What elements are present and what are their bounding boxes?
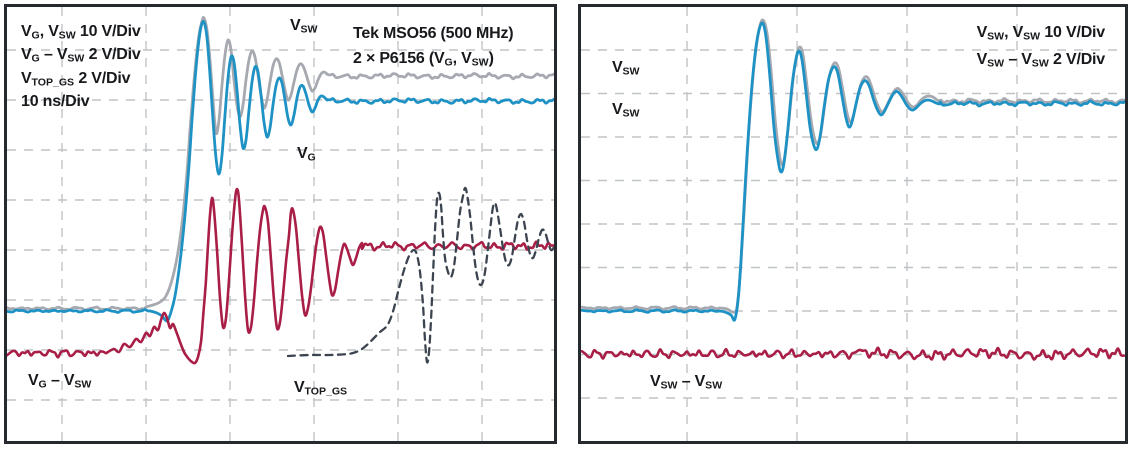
instrument-line-1: Tek MSO56 (500 MHz) [353, 25, 514, 42]
vsw-probe2-trace-label: VSW [612, 101, 640, 120]
left-scale-line-3: VTOP_GS 2 V/Div [21, 69, 131, 88]
right-scale-line-2: VSW – VSW 2 V/Div [976, 51, 1106, 70]
trace-v-g [7, 20, 554, 323]
vsw-trace-label: VSW [290, 17, 318, 36]
vg-minus-vsw-trace-label: VG – VSW [28, 372, 92, 391]
instrument-line-2: 2 × P6156 (VG, VSW) [353, 50, 494, 69]
left-scale-line-4: 10 ns/Div [21, 92, 90, 110]
right-scale-annotation: VSW, VSW 10 V/Div VSW – VSW 2 V/Div [900, 21, 1106, 76]
right-waveform-plot [581, 7, 1125, 441]
trace-v-top-gs [286, 186, 554, 364]
instrument-annotation: Tek MSO56 (500 MHz) 2 × P6156 (VG, VSW) [353, 21, 514, 75]
vsw-probe1-trace-label: VSW [612, 59, 640, 78]
vg-trace-label: VG [297, 145, 316, 164]
trace-v-g-v-sw [7, 187, 554, 365]
left-waveform-plot [7, 7, 554, 441]
left-scale-annotation: VG, VSW 10 V/Div VG – VSW 2 V/Div VTOP_G… [21, 22, 141, 112]
left-scale-line-1: VG, VSW 10 V/Div [21, 23, 141, 42]
vtop-gs-trace-label: VTOP_GS [294, 379, 348, 398]
trace-v-sw [7, 16, 554, 312]
trace-v-sw-probe-2- [581, 21, 1125, 322]
left-oscilloscope-panel [4, 4, 557, 444]
vsw-minus-vsw-trace-label: VSW – VSW [650, 373, 723, 392]
right-oscilloscope-panel [578, 4, 1128, 444]
right-scale-line-1: VSW, VSW 10 V/Div [976, 24, 1106, 43]
left-scale-line-2: VG – VSW 2 V/Div [21, 46, 141, 65]
trace-v-sw-probe-1- [581, 18, 1125, 314]
trace-v-sw-v-sw [581, 346, 1125, 361]
